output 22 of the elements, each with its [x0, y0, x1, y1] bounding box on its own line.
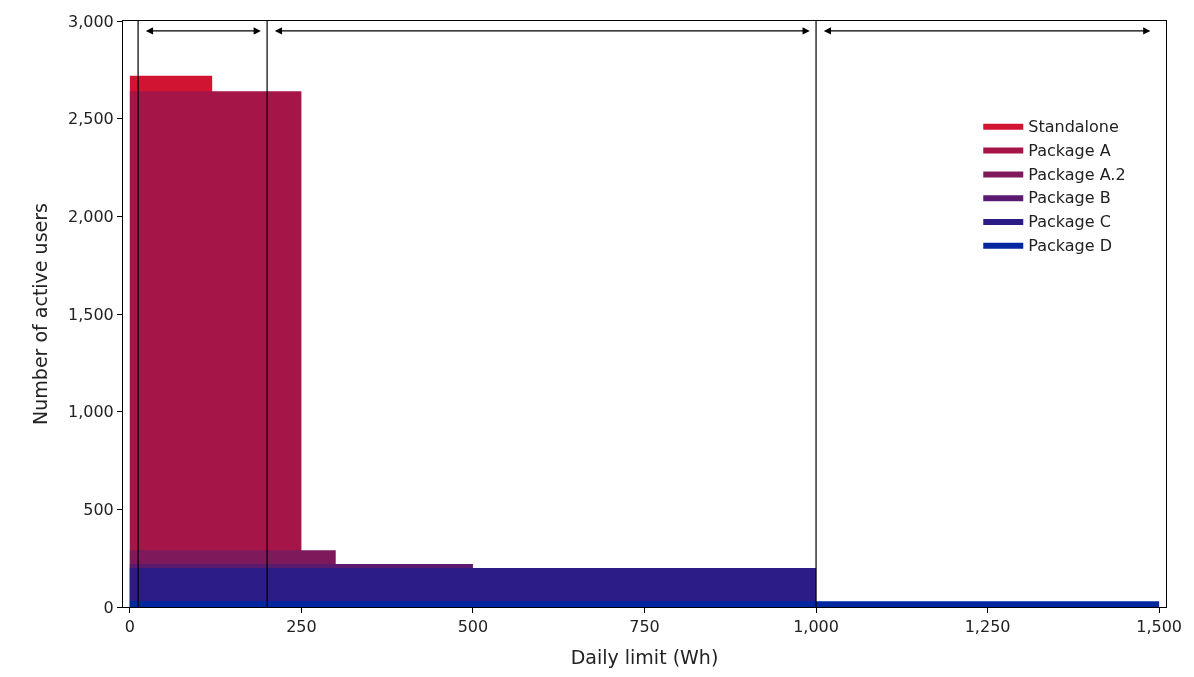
x-tick-label: 500	[457, 617, 489, 637]
y-tick-label: 3,000	[67, 11, 114, 31]
legend-label: Package D	[1028, 236, 1112, 256]
y-tick-label: 500	[83, 499, 114, 519]
y-tick-label: 2,000	[67, 206, 114, 226]
legend-label: Standalone	[1028, 117, 1119, 137]
x-tick-label: 1,000	[793, 617, 839, 637]
x-tick-label: 1,500	[1136, 617, 1183, 637]
legend-label: Package C	[1028, 212, 1111, 232]
x-tick-label: 1,250	[964, 617, 1011, 637]
y-tick-label: 1,500	[67, 304, 114, 324]
x-axis-title: Daily limit (Wh)	[570, 646, 719, 668]
legend-label: Package A	[1028, 140, 1111, 160]
y-tick-label: 1,000	[67, 402, 114, 422]
x-tick-label: 0	[124, 617, 135, 637]
legend-label: Package B	[1028, 188, 1111, 208]
x-tick-label: 250	[286, 617, 317, 637]
y-tick-label: 2,500	[67, 109, 114, 129]
y-axis-title: Number of active users	[28, 203, 51, 425]
x-tick-label: 750	[629, 617, 660, 637]
y-tick-label: 0	[103, 597, 114, 617]
legend-label: Package A.2	[1028, 164, 1126, 184]
